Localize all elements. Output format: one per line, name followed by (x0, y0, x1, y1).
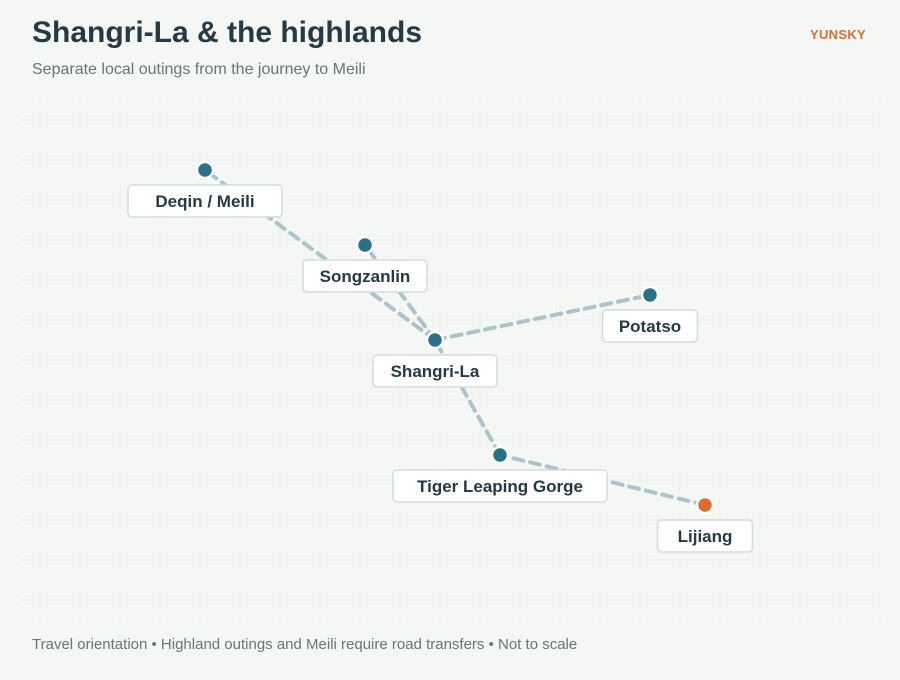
label-songzanlin: Songzanlin (302, 259, 428, 293)
label-text: Lijiang (678, 527, 733, 546)
label-text: Shangri-La (391, 362, 480, 381)
label-lijiang: Lijiang (656, 519, 754, 553)
page-subtitle: Separate local outings from the journey … (32, 61, 366, 78)
label-text: Deqin / Meili (155, 192, 254, 211)
brand-logo: YUNSKY (810, 27, 866, 42)
label-box (601, 309, 699, 343)
label-box (302, 259, 428, 293)
node-potatso (640, 285, 660, 305)
node-tiger (490, 445, 510, 465)
page-title: Shangri-La & the highlands (32, 16, 423, 49)
route-labels: Deqin / Meili Songzanlin Potatso Shangri-La… (127, 184, 754, 553)
label-text: Potatso (619, 317, 681, 336)
label-shangrila: Shangri-La (372, 354, 498, 388)
label-box (127, 184, 283, 218)
route-shangrila-potatso (433, 293, 652, 342)
node-lijiang (695, 495, 715, 515)
label-text: Songzanlin (320, 267, 411, 286)
node-shangrila (425, 330, 445, 350)
label-box (656, 519, 754, 553)
node-deqin (195, 160, 215, 180)
label-box (392, 469, 608, 503)
label-box (372, 354, 498, 388)
node-songzanlin (355, 235, 375, 255)
label-deqin: Deqin / Meili (127, 184, 283, 218)
route-nodes (195, 160, 715, 515)
footer-note: Travel orientation • Highland outings an… (32, 636, 578, 653)
label-tiger: Tiger Leaping Gorge (392, 469, 608, 503)
label-potatso: Potatso (601, 309, 699, 343)
label-text: Tiger Leaping Gorge (417, 477, 583, 496)
